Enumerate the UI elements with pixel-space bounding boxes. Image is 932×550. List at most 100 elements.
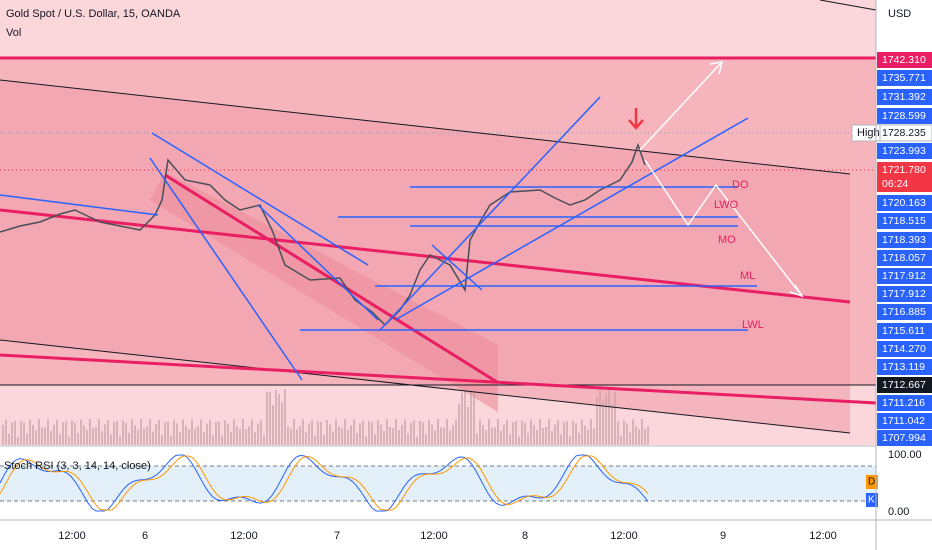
volume-bar [71, 420, 73, 445]
price-label-bg [877, 430, 932, 446]
volume-bar [395, 419, 397, 445]
time-label: 9 [720, 530, 726, 542]
price-label-bg [877, 70, 932, 86]
volume-bar [473, 392, 475, 445]
price-label-bg [877, 143, 932, 159]
legend-k-box [866, 493, 878, 507]
volume-bar [167, 421, 169, 445]
stoch-title: Stoch RSI (3, 3, 14, 14, close) [4, 460, 151, 472]
volume-bar [638, 429, 640, 445]
price-label: 1720.163 [882, 197, 926, 209]
volume-bar [215, 421, 217, 445]
volume-bar [635, 425, 637, 445]
volume-bar [374, 434, 376, 445]
volume-bar [98, 419, 100, 445]
volume-bar [605, 394, 607, 445]
volume-bar [203, 431, 205, 445]
volume-bar [404, 419, 406, 445]
stoch-scale-label: 100.00 [888, 449, 922, 461]
price-label-bg [877, 359, 932, 375]
price-label: 1721.780 [882, 164, 926, 176]
price-label: 1714.270 [882, 343, 926, 355]
volume-bar [599, 389, 601, 445]
volume-bar [647, 426, 649, 445]
volume-bar [551, 431, 553, 445]
volume-bar [500, 430, 502, 445]
time-axis: 12:00 6 12:00 7 12:00 8 12:00 9 12:00 [58, 530, 837, 542]
volume-bar [257, 423, 259, 445]
high-badge [851, 124, 881, 142]
price-label: 1711.216 [882, 397, 925, 409]
volume-bar [62, 422, 64, 445]
volume-bar [41, 427, 43, 445]
volume-bar [104, 424, 106, 445]
volume-bar [392, 427, 394, 445]
price-label-bg [877, 52, 932, 68]
volume-bar [197, 426, 199, 445]
volume-bar [584, 425, 586, 445]
volume-bar [83, 425, 85, 445]
time-label: 6 [142, 530, 148, 542]
volume-bar [206, 423, 208, 445]
stoch-d [0, 455, 649, 511]
volume-bar [563, 422, 565, 445]
volume-bar [326, 419, 328, 445]
volume-bar [338, 426, 340, 445]
price-label: 1716.885 [882, 306, 926, 318]
volume-bar [272, 405, 274, 445]
volume-bar [488, 419, 490, 445]
volume-bar [572, 420, 574, 445]
volume-bar [311, 420, 313, 445]
volume-bar [29, 419, 31, 445]
price-label: 1711.042 [882, 415, 925, 427]
volume-bar [131, 419, 133, 445]
volume-bar [161, 434, 163, 445]
volume-bar [176, 423, 178, 445]
volume-bar [371, 422, 373, 445]
volume-bar [482, 424, 484, 445]
volume-bar [200, 419, 202, 445]
volume-bar [50, 430, 52, 445]
volume-bar [140, 419, 142, 445]
volume-bar [230, 432, 232, 445]
price-label-bg [877, 176, 932, 192]
volume-bar [221, 435, 223, 445]
volume-bar [59, 434, 61, 445]
volume-bar [284, 389, 286, 445]
volume-bar [452, 424, 454, 445]
volume-bar [506, 419, 508, 445]
volume-bar [242, 419, 244, 445]
volume-bar [224, 420, 226, 445]
time-label: 8 [522, 530, 528, 542]
price-label: 1717.912 [882, 270, 926, 282]
time-label: 12:00 [58, 530, 86, 542]
legend-d: D [868, 477, 875, 488]
volume-bar [263, 435, 265, 445]
annotation: MO [718, 234, 736, 246]
volume-bar [122, 420, 124, 445]
volume-bar [95, 426, 97, 445]
volume-bar [47, 419, 49, 445]
volume-bar [443, 427, 445, 445]
volume-bar [515, 421, 517, 445]
volume-bar [236, 426, 238, 445]
volume-bar [611, 404, 613, 445]
stoch-levels [0, 465, 876, 502]
volume-bar [542, 428, 544, 445]
projection-arrows [639, 61, 804, 298]
price-label: 1728.599 [882, 110, 926, 122]
volume-bar [275, 390, 277, 445]
volume-bar [518, 436, 520, 445]
price-label-bg [877, 162, 932, 178]
volume-bar [317, 421, 319, 445]
volume-bar [251, 419, 253, 445]
volume-bar [401, 425, 403, 445]
volume-bar [590, 419, 592, 445]
volume-bar [293, 419, 295, 445]
time-label: 12:00 [809, 530, 837, 542]
price-label-bg [877, 286, 932, 302]
annotation: LWO [714, 199, 739, 211]
volume-bar [437, 419, 439, 445]
volume-bar [44, 427, 46, 445]
price-label: 06:24 [882, 178, 908, 190]
